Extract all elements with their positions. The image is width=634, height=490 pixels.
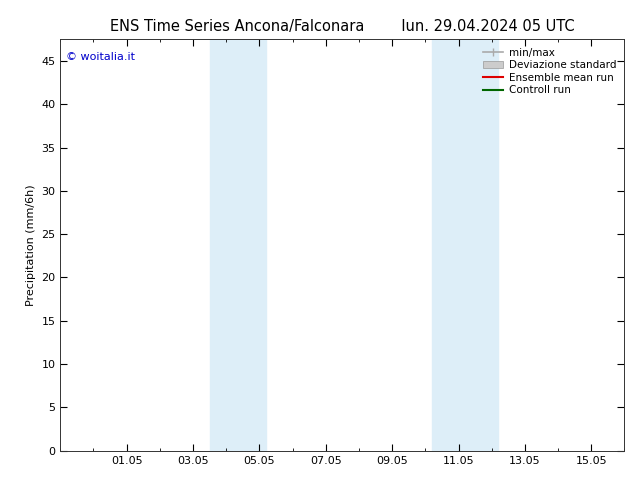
Title: ENS Time Series Ancona/Falconara        lun. 29.04.2024 05 UTC: ENS Time Series Ancona/Falconara lun. 29… <box>110 19 574 34</box>
Bar <box>210 39 266 451</box>
Text: © woitalia.it: © woitalia.it <box>66 51 135 62</box>
Bar <box>432 39 498 451</box>
Y-axis label: Precipitation (mm/6h): Precipitation (mm/6h) <box>26 184 36 306</box>
Legend: min/max, Deviazione standard, Ensemble mean run, Controll run: min/max, Deviazione standard, Ensemble m… <box>479 45 619 98</box>
